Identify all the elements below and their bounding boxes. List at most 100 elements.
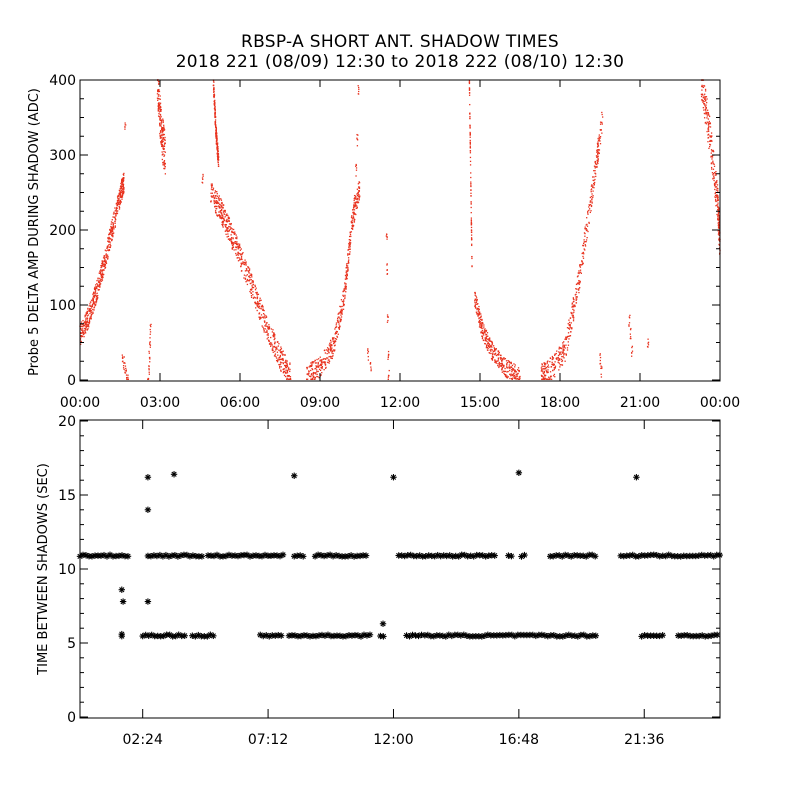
amp-point	[599, 359, 601, 362]
amp-point	[583, 239, 585, 241]
amp-point	[331, 347, 333, 349]
amp-point	[217, 156, 219, 158]
amp-point	[562, 354, 565, 356]
amp-point	[505, 360, 508, 362]
amp-point	[279, 354, 282, 357]
amp-point	[107, 238, 110, 240]
amp-point	[471, 255, 473, 258]
amp-point	[314, 359, 316, 362]
amp-point	[333, 349, 336, 352]
amp-point	[470, 211, 472, 214]
amp-point	[595, 155, 598, 157]
amp-point	[125, 124, 127, 126]
amp-point	[584, 244, 586, 246]
amp-point	[226, 229, 228, 231]
amp-point	[110, 221, 113, 223]
amp-point	[107, 240, 109, 242]
amp-point	[346, 278, 348, 280]
amp-point	[307, 374, 310, 376]
amp-point	[630, 327, 632, 330]
amp-point	[559, 364, 561, 366]
amp-point	[564, 347, 566, 349]
amp-point	[214, 125, 217, 128]
amp-point	[500, 354, 502, 356]
amp-point	[329, 348, 331, 350]
amp-point	[712, 178, 714, 180]
amp-point	[370, 368, 372, 370]
amp-point	[258, 312, 260, 315]
amp-point	[280, 346, 282, 348]
amp-point	[356, 206, 358, 209]
amp-point	[216, 155, 219, 157]
amp-point	[98, 280, 100, 282]
amp-point	[718, 234, 720, 237]
amp-point	[714, 200, 717, 202]
x-tick-label: 00:00	[60, 395, 100, 411]
amp-point	[329, 355, 332, 358]
amp-point	[123, 188, 125, 190]
amp-point	[341, 311, 343, 314]
amp-point	[543, 362, 545, 364]
amp-point	[388, 375, 390, 377]
amp-point	[158, 111, 161, 113]
amp-point	[162, 134, 164, 136]
amp-point	[341, 309, 343, 312]
amp-point	[498, 363, 501, 365]
amp-point	[231, 240, 233, 243]
amp-point	[340, 318, 342, 321]
amp-point	[202, 175, 204, 177]
amp-point	[587, 212, 589, 214]
amp-point	[357, 194, 359, 197]
amp-point	[476, 313, 478, 315]
amp-point	[332, 355, 334, 357]
amp-point	[221, 201, 223, 204]
amp-point	[92, 312, 94, 314]
amp-point	[254, 289, 257, 291]
amp-point	[514, 370, 517, 372]
amp-point	[87, 307, 89, 310]
amp-point	[357, 190, 360, 192]
amp-point	[109, 238, 111, 240]
amp-point	[317, 370, 319, 373]
amp-point	[596, 163, 598, 165]
amp-point	[92, 299, 94, 302]
amp-point	[355, 204, 357, 206]
amp-point	[93, 294, 96, 297]
amp-point	[501, 362, 503, 365]
amp-point	[122, 177, 124, 179]
amp-point	[308, 375, 311, 377]
amp-point	[573, 309, 575, 311]
amp-point	[86, 325, 89, 327]
amp-point	[243, 263, 246, 266]
amp-point	[148, 365, 150, 368]
amp-point	[704, 100, 707, 102]
amp-point	[231, 244, 234, 246]
amp-point	[312, 375, 314, 377]
amp-point	[222, 222, 224, 224]
amp-point	[325, 366, 327, 369]
amp-point	[717, 219, 719, 221]
amp-point	[83, 322, 85, 324]
amp-point	[711, 150, 713, 152]
amp-point	[276, 351, 279, 353]
amp-point	[310, 375, 312, 378]
amp-point	[121, 186, 124, 188]
amp-point	[272, 345, 274, 348]
amp-point	[592, 190, 594, 192]
amp-point	[353, 211, 355, 214]
amp-point	[248, 280, 250, 282]
amp-point	[161, 142, 163, 144]
amp-point	[588, 206, 590, 208]
amp-point	[122, 190, 125, 192]
amp-point	[228, 225, 230, 228]
amp-point	[159, 107, 161, 110]
amp-point	[161, 132, 163, 134]
amp-point	[121, 196, 123, 198]
amp-point	[347, 268, 349, 270]
amp-point	[506, 376, 508, 379]
amp-point	[100, 276, 103, 279]
amp-point	[286, 377, 288, 379]
amp-point	[558, 354, 561, 356]
amp-point	[542, 378, 544, 380]
amp-point	[601, 366, 603, 368]
